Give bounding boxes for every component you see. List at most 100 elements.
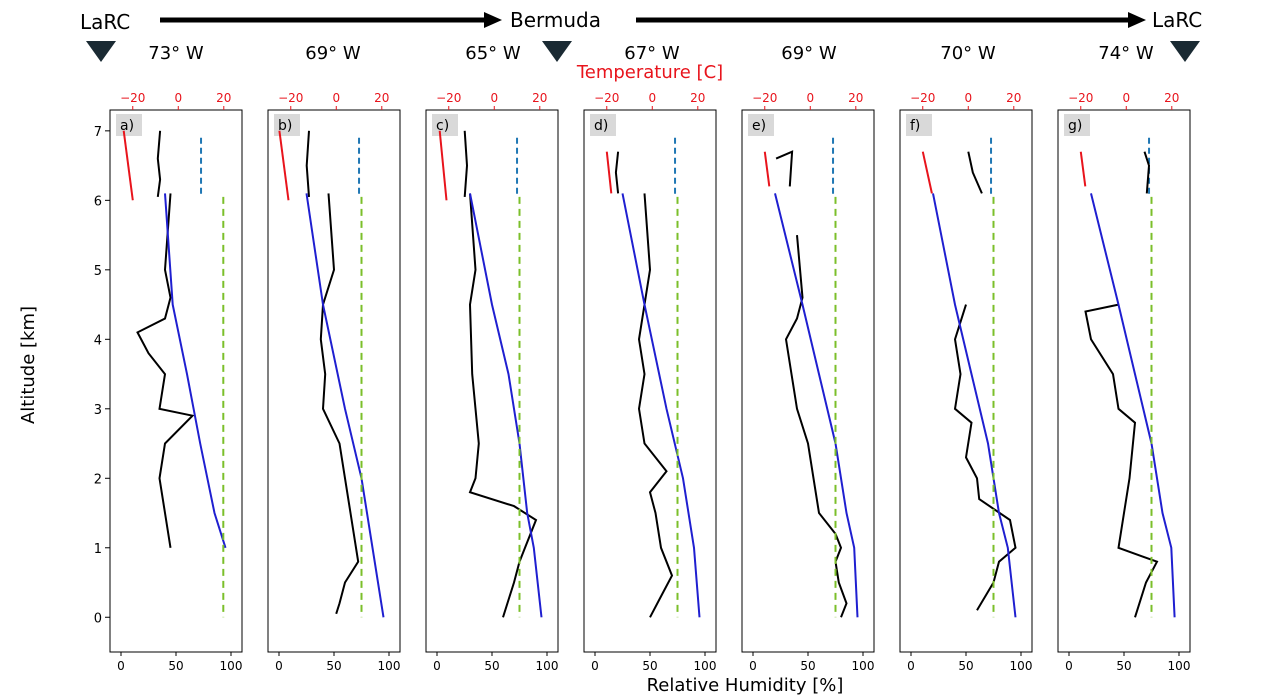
rh-profile	[319, 193, 360, 615]
panel-label: d)	[594, 118, 608, 134]
temp-tick-label: 20	[848, 91, 863, 105]
humidity-top-profile	[463, 130, 469, 197]
longitude-label-c: 65° W	[465, 43, 521, 64]
temperature-profile	[278, 130, 290, 201]
rh-tick-label: 0	[907, 659, 915, 673]
longitude-label-g: 74° W	[1098, 43, 1154, 64]
y-tick-label-3: 3	[94, 403, 102, 418]
longitude-label-e: 69° W	[781, 43, 837, 64]
temp-tick-label: 20	[216, 91, 231, 105]
longitude-label-b: 69° W	[305, 43, 361, 64]
temp-tick-label: 0	[332, 91, 340, 105]
blue-profile	[621, 193, 701, 618]
rh-tick-label: 100	[852, 659, 875, 673]
blue-profile	[305, 193, 385, 618]
humidity-top-profile	[305, 130, 310, 197]
temp-tick-label: 0	[1122, 91, 1130, 105]
rh-tick-label: 100	[378, 659, 401, 673]
rh-profile	[953, 304, 1017, 611]
rh-tick-label: 100	[1010, 659, 1033, 673]
panel-label: f)	[910, 118, 920, 134]
temp-tick-label: 0	[490, 91, 498, 105]
rh-tick-label: 50	[484, 659, 499, 673]
y-tick-label-7: 7	[94, 125, 102, 140]
route-arrowhead-1	[484, 12, 502, 28]
rh-tick-label: 0	[433, 659, 441, 673]
y-tick-label-5: 5	[94, 264, 102, 279]
panel-label: g)	[1068, 118, 1082, 134]
rh-tick-label: 50	[1116, 659, 1131, 673]
temp-tick-label: −20	[910, 91, 935, 105]
rh-tick-label: 100	[536, 659, 559, 673]
panel-label: c)	[436, 118, 449, 134]
longitude-label-d: 67° W	[624, 43, 680, 64]
rh-profile	[1084, 303, 1159, 618]
panel-d: d) −20 0 20 0 50 100	[583, 91, 717, 673]
panel-frame	[899, 109, 1033, 653]
blue-profile	[164, 193, 227, 549]
panel-label: e)	[752, 118, 766, 134]
temperature-profile	[763, 151, 771, 187]
y-tick-label-2: 2	[94, 472, 102, 487]
panel-c: c) −20 0 20 0 50 100	[425, 91, 559, 673]
rh-tick-label: 50	[800, 659, 815, 673]
panel-frame	[109, 109, 243, 653]
marker-larc-start	[86, 41, 116, 62]
humidity-top-profile	[156, 130, 162, 198]
rh-tick-label: 50	[168, 659, 183, 673]
temp-tick-label: −20	[752, 91, 777, 105]
panel-label-box	[906, 114, 932, 136]
longitude-label-a: 73° W	[148, 43, 204, 64]
y-tick-label-1: 1	[94, 542, 102, 557]
panel-g: g) −20 0 20 0 50 100	[1057, 91, 1191, 673]
marker-larc-end	[1170, 41, 1200, 62]
marker-bermuda	[542, 41, 572, 62]
blue-profile	[469, 193, 543, 618]
temp-tick-label: 0	[964, 91, 972, 105]
rh-tick-label: 0	[275, 659, 283, 673]
panel-label-box	[274, 114, 300, 136]
rh-tick-label: 0	[749, 659, 757, 673]
route-mid-label: Bermuda	[510, 8, 601, 32]
rh-tick-label: 0	[1065, 659, 1073, 673]
panel-frame	[1057, 109, 1191, 653]
humidity-top-profile	[775, 150, 794, 187]
panel-label-box	[748, 114, 774, 136]
rh-tick-label: 0	[591, 659, 599, 673]
panel-e: e) −20 0 20 0 50 100	[741, 91, 875, 673]
route-arrowhead-2	[1128, 12, 1146, 28]
panel-label-box	[432, 114, 458, 136]
temp-tick-label: 20	[1006, 91, 1021, 105]
panel-label-box	[1064, 114, 1090, 136]
temp-tick-label: 0	[648, 91, 656, 105]
top-axis-label: Temperature [C]	[576, 62, 723, 83]
y-tick-label-0: 0	[94, 611, 102, 626]
rh-tick-label: 100	[694, 659, 717, 673]
temp-tick-label: −20	[594, 91, 619, 105]
rh-profile	[468, 193, 538, 618]
rh-tick-label: 50	[642, 659, 657, 673]
humidity-top-profile	[967, 151, 983, 194]
panel-b: b) −20 0 20 0 50 100	[267, 91, 401, 673]
rh-tick-label: 100	[1168, 659, 1191, 673]
temp-tick-label: −20	[1068, 91, 1093, 105]
blue-profile	[932, 193, 1017, 618]
temperature-profile	[1079, 151, 1087, 187]
temperature-profile	[605, 151, 613, 194]
y-tick-label-4: 4	[94, 333, 102, 348]
rh-profile	[637, 193, 674, 618]
panel-a: a) −20 0 20 0 50 100	[109, 91, 243, 673]
temp-tick-label: −20	[278, 91, 303, 105]
y-axis-label: Altitude [km]	[18, 306, 39, 424]
panel-label: a)	[120, 118, 134, 134]
x-axis-label: Relative Humidity [%]	[647, 675, 844, 696]
rh-tick-label: 0	[117, 659, 125, 673]
rh-tick-label: 50	[326, 659, 341, 673]
rh-profile	[136, 193, 195, 548]
temp-tick-label: 20	[690, 91, 705, 105]
y-axis: 0 1 2 3 4 5 6 7	[94, 125, 110, 626]
temp-tick-label: 0	[174, 91, 182, 105]
temp-tick-label: 20	[532, 91, 547, 105]
humidity-top-profile	[614, 151, 620, 194]
